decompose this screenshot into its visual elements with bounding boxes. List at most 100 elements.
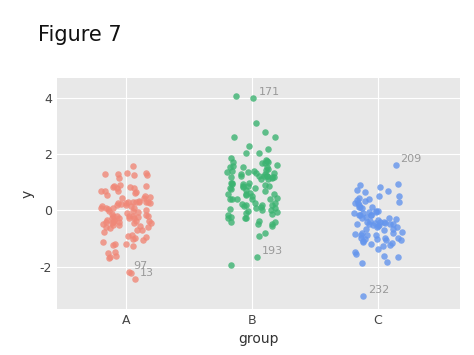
Point [100, 229, 107, 235]
Point [109, 220, 116, 225]
Point [260, 173, 268, 178]
Point [368, 204, 375, 209]
Point [147, 220, 155, 226]
Point [224, 212, 232, 218]
Point [145, 213, 152, 219]
Point [232, 93, 239, 99]
Point [369, 222, 376, 228]
Point [375, 193, 383, 199]
Point [365, 222, 373, 227]
Point [228, 180, 235, 186]
Point [116, 215, 123, 221]
Point [134, 214, 141, 220]
Point [374, 218, 382, 223]
Point [372, 232, 380, 238]
X-axis label: group: group [238, 332, 279, 346]
Point [137, 223, 144, 229]
Point [130, 172, 137, 178]
Point [262, 167, 270, 173]
Point [103, 217, 110, 223]
Point [116, 222, 123, 228]
Point [241, 215, 248, 221]
Point [367, 212, 375, 218]
Point [267, 207, 275, 213]
Point [237, 173, 245, 178]
Point [248, 193, 255, 199]
Point [392, 163, 400, 168]
Point [229, 163, 237, 169]
Point [98, 188, 105, 193]
Point [249, 95, 257, 100]
Point [261, 130, 268, 135]
Point [252, 206, 260, 211]
Point [271, 201, 279, 206]
Point [265, 184, 273, 189]
Point [385, 215, 392, 221]
Point [252, 170, 260, 175]
Point [224, 169, 231, 174]
Point [356, 213, 363, 218]
Point [257, 176, 265, 181]
Point [146, 219, 153, 224]
Point [127, 203, 135, 208]
Point [102, 224, 109, 230]
Point [242, 192, 249, 198]
Point [358, 215, 365, 221]
Point [107, 255, 114, 260]
Point [224, 215, 232, 220]
Point [363, 219, 371, 224]
Point [373, 236, 381, 242]
Point [109, 213, 117, 219]
Point [362, 198, 369, 204]
Point [394, 254, 401, 260]
Point [366, 218, 374, 224]
Point [130, 220, 137, 226]
Point [114, 186, 121, 191]
Point [125, 213, 132, 218]
Point [356, 182, 364, 188]
Point [243, 187, 250, 192]
Point [138, 228, 146, 233]
Point [130, 205, 138, 211]
Point [135, 200, 142, 205]
Point [142, 170, 150, 176]
Point [142, 184, 150, 189]
Point [353, 197, 361, 202]
Point [227, 186, 235, 192]
Point [258, 160, 266, 165]
Point [352, 251, 360, 256]
Point [144, 199, 152, 205]
Point [105, 255, 113, 261]
Point [129, 213, 137, 219]
Point [226, 196, 234, 202]
Point [105, 208, 113, 214]
Point [389, 226, 396, 232]
Point [103, 192, 111, 198]
Point [123, 210, 130, 216]
Text: 193: 193 [262, 246, 283, 256]
Point [354, 187, 361, 193]
Point [129, 163, 137, 169]
Point [101, 171, 109, 176]
Point [109, 215, 116, 220]
Point [99, 239, 107, 245]
Point [255, 218, 262, 224]
Point [390, 222, 397, 227]
Point [367, 213, 375, 218]
Point [264, 159, 272, 165]
Point [379, 243, 386, 249]
Point [239, 184, 247, 190]
Point [380, 219, 388, 225]
Point [99, 221, 107, 226]
Point [113, 213, 121, 219]
Point [384, 188, 392, 194]
Point [130, 243, 137, 248]
Point [359, 238, 367, 244]
Point [264, 146, 272, 152]
Point [387, 242, 394, 248]
Point [355, 204, 363, 210]
Point [144, 224, 151, 229]
Point [238, 201, 246, 207]
Point [360, 239, 367, 245]
Point [240, 203, 248, 209]
